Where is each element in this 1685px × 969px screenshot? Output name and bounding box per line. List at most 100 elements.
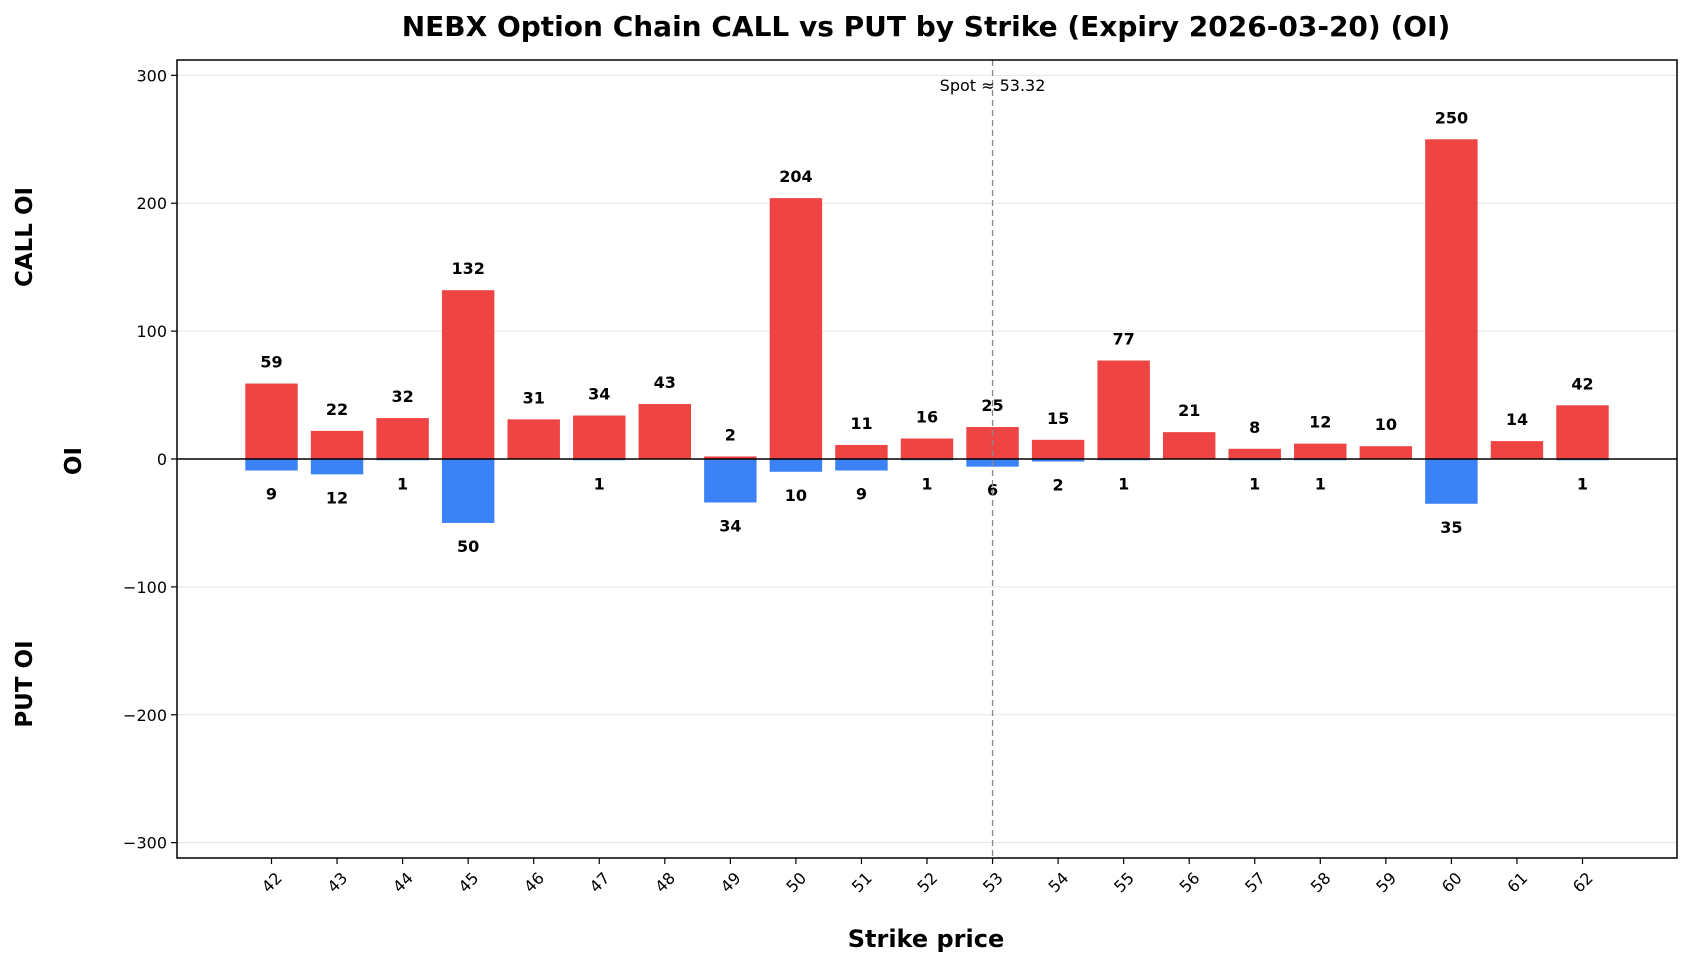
plot-frame — [176, 59, 1678, 859]
put-value-label: 1 — [1249, 474, 1260, 493]
bars — [177, 139, 1677, 523]
call-bar — [1490, 441, 1544, 459]
call-bar — [1097, 360, 1150, 459]
x-tick-label: 55 — [1110, 868, 1138, 896]
call-bar — [769, 198, 823, 459]
put-value-label: 12 — [326, 488, 348, 507]
call-value-label: 14 — [1506, 410, 1528, 429]
put-value-label: 35 — [1440, 518, 1462, 537]
call-value-label: 12 — [1309, 413, 1331, 432]
call-value-label: 77 — [1113, 330, 1135, 349]
call-bar — [1031, 439, 1085, 459]
y-tick-label: 200 — [136, 194, 167, 213]
x-tick-label: 50 — [782, 868, 810, 896]
x-tick-label: 46 — [520, 868, 548, 896]
call-bar — [835, 444, 888, 459]
call-value-label: 15 — [1047, 409, 1069, 428]
put-bar — [769, 459, 823, 472]
x-tick-label: 53 — [979, 868, 1007, 896]
y-axis-label: OI — [61, 447, 87, 475]
put-bar — [441, 459, 495, 523]
x-tick-label: 60 — [1438, 868, 1466, 896]
x-tick-label: 58 — [1307, 868, 1335, 896]
x-tick-label: 61 — [1503, 868, 1531, 896]
x-axis-label: Strike price — [848, 925, 1005, 953]
x-tick-label: 44 — [389, 868, 417, 896]
call-bar — [900, 438, 954, 459]
y-tick-label: −200 — [123, 706, 167, 725]
spot-label: Spot ≈ 53.32 — [940, 76, 1046, 95]
y-tick-label: 0 — [157, 450, 167, 469]
y-tick-label: 100 — [136, 322, 167, 341]
call-value-label: 22 — [326, 400, 348, 419]
put-bar — [835, 459, 888, 471]
call-bar — [1228, 448, 1281, 459]
put-value-label: 10 — [785, 486, 807, 505]
call-bar — [245, 383, 298, 459]
call-bar — [573, 415, 626, 459]
call-bar — [1425, 139, 1478, 460]
y-tick-label: −100 — [123, 578, 167, 597]
call-value-label: 2 — [725, 425, 736, 444]
spot-marker: Spot ≈ 53.32 — [940, 60, 1046, 858]
put-value-label: 1 — [594, 474, 605, 493]
call-value-label: 59 — [260, 353, 282, 372]
put-value-label: 1 — [921, 474, 932, 493]
call-bar — [1162, 432, 1216, 459]
call-value-label: 8 — [1249, 418, 1260, 437]
y-tick-label: −300 — [123, 834, 167, 853]
put-bar — [704, 459, 757, 503]
x-tick-label: 57 — [1241, 868, 1269, 896]
put-bar — [245, 459, 298, 471]
x-tick-label: 59 — [1372, 868, 1400, 896]
put-value-label: 1 — [397, 474, 408, 493]
x-tick-label: 49 — [717, 868, 745, 896]
call-value-label: 21 — [1178, 401, 1200, 420]
call-bar — [638, 404, 692, 459]
x-tick-label: 52 — [913, 868, 941, 896]
call-value-label: 132 — [451, 259, 484, 278]
x-tick-label: 42 — [258, 868, 286, 896]
put-bar — [1031, 459, 1085, 462]
put-value-label: 9 — [266, 485, 277, 504]
call-value-label: 16 — [916, 408, 938, 427]
call-bar — [1556, 405, 1609, 459]
call-bar — [376, 418, 429, 459]
x-axis: 42 43 44 45 46 47 48 49 50 51 52 53 54 55 56 57 58 59 60 61… — [258, 858, 1597, 896]
call-value-label: 10 — [1375, 415, 1397, 434]
call-value-label: 250 — [1435, 108, 1468, 127]
call-value-label: 204 — [779, 167, 812, 186]
put-value-label: 1 — [1577, 474, 1588, 493]
x-tick-label: 54 — [1045, 868, 1073, 896]
x-tick-label: 62 — [1569, 868, 1597, 896]
call-value-label: 32 — [391, 387, 413, 406]
call-value-label: 34 — [588, 385, 610, 404]
call-bar — [507, 419, 560, 459]
call-value-label: 42 — [1571, 374, 1593, 393]
y-tick-label: 300 — [136, 66, 167, 85]
put-bar — [1425, 459, 1478, 504]
x-tick-label: 48 — [651, 868, 679, 896]
put-value-label: 34 — [719, 516, 741, 535]
x-tick-label: 43 — [323, 868, 351, 896]
put-value-label: 2 — [1053, 476, 1064, 495]
call-value-label: 43 — [654, 373, 676, 392]
put-oi-side-label: PUT OI — [12, 640, 38, 727]
x-tick-label: 45 — [455, 868, 483, 896]
y-axis: −300 −200 −100 0 100 200 300 — [123, 66, 177, 853]
chart-title: NEBX Option Chain CALL vs PUT by Strike … — [402, 10, 1451, 43]
x-tick-label: 47 — [586, 868, 614, 896]
put-bar — [310, 459, 364, 475]
put-value-label: 9 — [856, 485, 867, 504]
put-value-label: 1 — [1315, 474, 1326, 493]
put-value-label: 1 — [1118, 474, 1129, 493]
put-value-label: 50 — [457, 537, 479, 556]
call-value-label: 11 — [850, 414, 872, 433]
call-oi-side-label: CALL OI — [12, 187, 38, 287]
call-bar — [1359, 446, 1413, 459]
call-bar — [704, 456, 757, 459]
call-bar — [1294, 443, 1347, 459]
call-bar — [310, 430, 364, 459]
